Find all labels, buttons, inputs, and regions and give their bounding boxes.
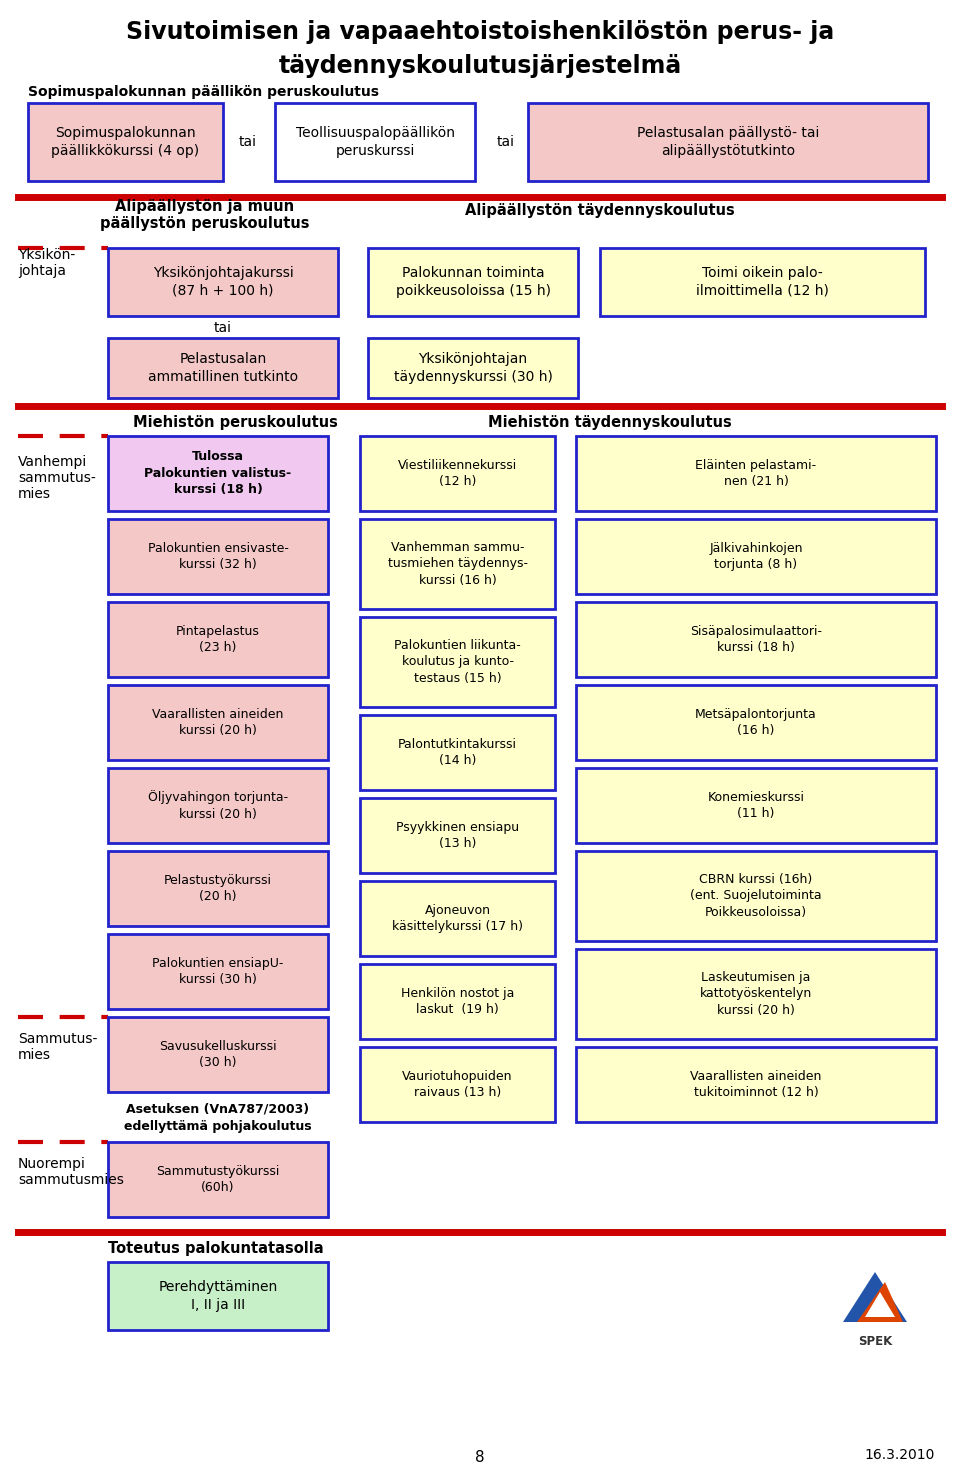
FancyBboxPatch shape: [576, 768, 936, 843]
Text: Pelastusalan
ammatillinen tutkinto: Pelastusalan ammatillinen tutkinto: [148, 353, 298, 384]
FancyBboxPatch shape: [360, 714, 555, 790]
Text: Vanhemman sammu-
tusmiehen täydennys-
kurssi (16 h): Vanhemman sammu- tusmiehen täydennys- ku…: [388, 541, 527, 587]
Text: Palokuntien liikunta-
koulutus ja kunto-
testaus (15 h): Palokuntien liikunta- koulutus ja kunto-…: [395, 639, 521, 685]
FancyBboxPatch shape: [600, 247, 925, 316]
Text: Pelastustyökurssi
(20 h): Pelastustyökurssi (20 h): [164, 874, 272, 903]
Text: Viestiliikennekurssi
(12 h): Viestiliikennekurssi (12 h): [397, 459, 517, 488]
Text: Asetuksen (VnA787/2003)
edellyttämä pohjakoulutus: Asetuksen (VnA787/2003) edellyttämä pohj…: [124, 1103, 312, 1134]
Text: Yksikönjohtajakurssi
(87 h + 100 h): Yksikönjohtajakurssi (87 h + 100 h): [153, 267, 294, 298]
FancyBboxPatch shape: [275, 104, 475, 181]
Text: täydennyskoulutusjärjestelmä: täydennyskoulutusjärjestelmä: [278, 53, 682, 79]
FancyBboxPatch shape: [108, 1263, 328, 1329]
Text: Metsäpalontorjunta
(16 h): Metsäpalontorjunta (16 h): [695, 708, 817, 737]
Text: Vanhempi
sammutus-
mies: Vanhempi sammutus- mies: [18, 455, 96, 501]
Text: Öljyvahingon torjunta-
kurssi (20 h): Öljyvahingon torjunta- kurssi (20 h): [148, 790, 288, 821]
Polygon shape: [843, 1272, 907, 1322]
FancyBboxPatch shape: [576, 948, 936, 1039]
Text: Vauriotuhopuiden
raivaus (13 h): Vauriotuhopuiden raivaus (13 h): [402, 1070, 513, 1100]
Text: Nuorempi
sammutusmies: Nuorempi sammutusmies: [18, 1157, 124, 1187]
Text: Savusukelluskurssi
(30 h): Savusukelluskurssi (30 h): [159, 1040, 276, 1069]
FancyBboxPatch shape: [576, 1046, 936, 1122]
FancyBboxPatch shape: [108, 851, 328, 926]
Text: Vaarallisten aineiden
kurssi (20 h): Vaarallisten aineiden kurssi (20 h): [153, 708, 284, 737]
Text: Palokuntien ensivaste-
kurssi (32 h): Palokuntien ensivaste- kurssi (32 h): [148, 542, 288, 571]
Text: Palontutkintakurssi
(14 h): Palontutkintakurssi (14 h): [398, 738, 517, 768]
Text: Pintapelastus
(23 h): Pintapelastus (23 h): [176, 625, 260, 654]
Text: tai: tai: [214, 322, 232, 335]
Text: Eläinten pelastami-
nen (21 h): Eläinten pelastami- nen (21 h): [695, 459, 817, 488]
Text: Sammutus-
mies: Sammutus- mies: [18, 1031, 97, 1063]
Text: SPEK: SPEK: [858, 1335, 892, 1349]
FancyBboxPatch shape: [360, 880, 555, 956]
Text: Yksikön-
johtaja: Yksikön- johtaja: [18, 247, 75, 279]
FancyBboxPatch shape: [108, 685, 328, 760]
Text: Miehistön täydennyskoulutus: Miehistön täydennyskoulutus: [488, 415, 732, 430]
FancyBboxPatch shape: [360, 797, 555, 873]
Text: Miehistön peruskoulutus: Miehistön peruskoulutus: [132, 415, 337, 430]
Text: Toteutus palokuntatasolla: Toteutus palokuntatasolla: [108, 1240, 324, 1255]
Text: Perehdyttäminen
I, II ja III: Perehdyttäminen I, II ja III: [158, 1280, 277, 1312]
Polygon shape: [857, 1282, 903, 1322]
Text: Konemieskurssi
(11 h): Konemieskurssi (11 h): [708, 791, 804, 820]
Text: Teollisuuspalopäällikön
peruskurssi: Teollisuuspalopäällikön peruskurssi: [296, 126, 454, 159]
Text: Sammutustyökurssi
(60h): Sammutustyökurssi (60h): [156, 1165, 279, 1194]
FancyBboxPatch shape: [28, 104, 223, 181]
Text: Henkilön nostot ja
laskut  (19 h): Henkilön nostot ja laskut (19 h): [401, 987, 515, 1017]
FancyBboxPatch shape: [576, 851, 936, 941]
Text: Sopimuspalokunnan päällikön peruskoulutus: Sopimuspalokunnan päällikön peruskoulutu…: [28, 84, 379, 99]
FancyBboxPatch shape: [108, 1143, 328, 1217]
FancyBboxPatch shape: [108, 1017, 328, 1092]
Text: Alipäällystön ja muun
päällystön peruskoulutus: Alipäällystön ja muun päällystön perusko…: [100, 199, 310, 231]
FancyBboxPatch shape: [108, 602, 328, 677]
FancyBboxPatch shape: [108, 338, 338, 399]
Text: Palokuntien ensiapU-
kurssi (30 h): Palokuntien ensiapU- kurssi (30 h): [153, 957, 284, 986]
Text: tai: tai: [497, 135, 515, 150]
Text: CBRN kurssi (16h)
(ent. Suojelutoiminta
Poikkeusoloissa): CBRN kurssi (16h) (ent. Suojelutoiminta …: [690, 873, 822, 919]
FancyBboxPatch shape: [360, 617, 555, 707]
Polygon shape: [865, 1292, 895, 1317]
FancyBboxPatch shape: [108, 247, 338, 316]
FancyBboxPatch shape: [576, 436, 936, 511]
Text: Tulossa
Palokuntien valistus-
kurssi (18 h): Tulossa Palokuntien valistus- kurssi (18…: [144, 451, 292, 496]
Text: Toimi oikein palo-
ilmoittimella (12 h): Toimi oikein palo- ilmoittimella (12 h): [696, 267, 828, 298]
FancyBboxPatch shape: [108, 436, 328, 511]
FancyBboxPatch shape: [576, 602, 936, 677]
FancyBboxPatch shape: [360, 436, 555, 511]
Text: Laskeutumisen ja
kattotyöskentelyn
kurssi (20 h): Laskeutumisen ja kattotyöskentelyn kurss…: [700, 971, 812, 1017]
Text: Alipäällystön täydennyskoulutus: Alipäällystön täydennyskoulutus: [466, 203, 734, 218]
FancyBboxPatch shape: [108, 768, 328, 843]
FancyBboxPatch shape: [368, 338, 578, 399]
FancyBboxPatch shape: [576, 685, 936, 760]
Text: Psyykkinen ensiapu
(13 h): Psyykkinen ensiapu (13 h): [396, 821, 519, 851]
Text: 16.3.2010: 16.3.2010: [865, 1448, 935, 1463]
Text: Yksikönjohtajan
täydennyskurssi (30 h): Yksikönjohtajan täydennyskurssi (30 h): [394, 353, 552, 384]
FancyBboxPatch shape: [368, 247, 578, 316]
Text: Ajoneuvon
käsittelykurssi (17 h): Ajoneuvon käsittelykurssi (17 h): [392, 904, 523, 934]
FancyBboxPatch shape: [528, 104, 928, 181]
FancyBboxPatch shape: [108, 934, 328, 1009]
FancyBboxPatch shape: [108, 519, 328, 594]
Text: Sopimuspalokunnan
päällikkökurssi (4 op): Sopimuspalokunnan päällikkökurssi (4 op): [52, 126, 200, 159]
Text: Sivutoimisen ja vapaaehtoistoishenkilöstön perus- ja: Sivutoimisen ja vapaaehtoistoishenkilöst…: [126, 19, 834, 44]
FancyBboxPatch shape: [360, 1046, 555, 1122]
Text: Vaarallisten aineiden
tukitoiminnot (12 h): Vaarallisten aineiden tukitoiminnot (12 …: [690, 1070, 822, 1100]
FancyBboxPatch shape: [576, 519, 936, 594]
Text: Jälkivahinkojen
torjunta (8 h): Jälkivahinkojen torjunta (8 h): [709, 542, 803, 571]
Text: Pelastusalan päällystö- tai
alipäällystötutkinto: Pelastusalan päällystö- tai alipäällystö…: [636, 126, 819, 159]
FancyBboxPatch shape: [360, 519, 555, 609]
Text: Sisäpalosimulaattori-
kurssi (18 h): Sisäpalosimulaattori- kurssi (18 h): [690, 625, 822, 654]
Text: tai: tai: [239, 135, 257, 150]
FancyBboxPatch shape: [360, 963, 555, 1039]
Text: Palokunnan toiminta
poikkeusoloissa (15 h): Palokunnan toiminta poikkeusoloissa (15 …: [396, 267, 550, 298]
Text: 8: 8: [475, 1451, 485, 1466]
